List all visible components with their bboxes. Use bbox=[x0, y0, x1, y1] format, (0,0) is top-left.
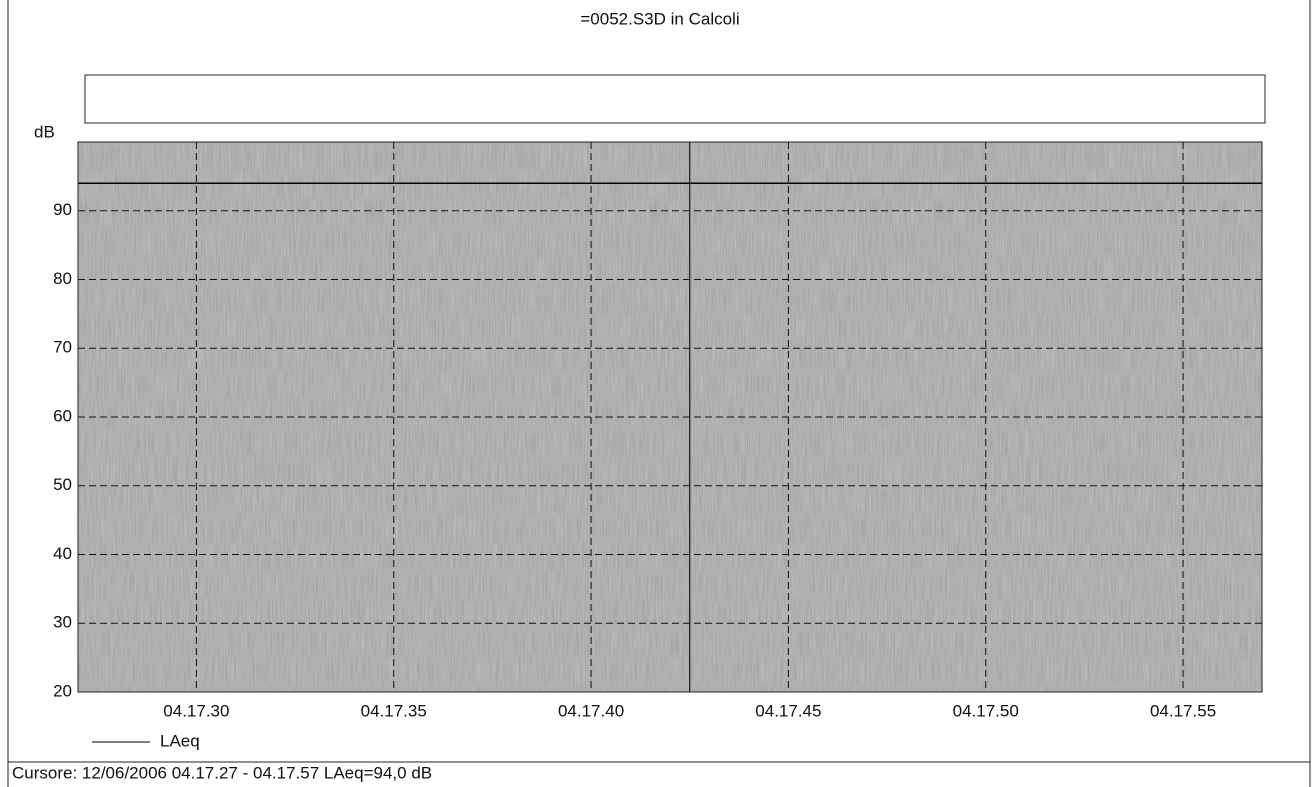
x-tick-label: 04.17.30 bbox=[163, 701, 229, 720]
y-tick-label: 20 bbox=[53, 681, 72, 700]
y-tick-label: 40 bbox=[53, 544, 72, 563]
y-tick-label: 60 bbox=[53, 406, 72, 425]
x-tick-label: 04.17.40 bbox=[558, 701, 624, 720]
y-tick-label: 70 bbox=[53, 338, 72, 357]
y-tick-label: 30 bbox=[53, 613, 72, 632]
x-tick-label: 04.17.45 bbox=[755, 701, 821, 720]
x-tick-label: 04.17.35 bbox=[361, 701, 427, 720]
chart-title: =0052.S3D in Calcoli bbox=[580, 9, 739, 28]
x-tick-label: 04.17.55 bbox=[1150, 701, 1216, 720]
footer: Cursore: 12/06/2006 04.17.27 - 04.17.57 … bbox=[12, 763, 432, 782]
y-tick-label: 90 bbox=[53, 200, 72, 219]
y-axis-label: dB bbox=[34, 122, 55, 141]
y-tick-label: 50 bbox=[53, 475, 72, 494]
plot-frame bbox=[77, 141, 1263, 693]
legend-label: LAeq bbox=[160, 731, 200, 750]
y-tick-label: 80 bbox=[53, 269, 72, 288]
empty-panel bbox=[84, 74, 1266, 124]
spectrogram-texture bbox=[78, 142, 1262, 692]
x-tick-label: 04.17.50 bbox=[953, 701, 1019, 720]
